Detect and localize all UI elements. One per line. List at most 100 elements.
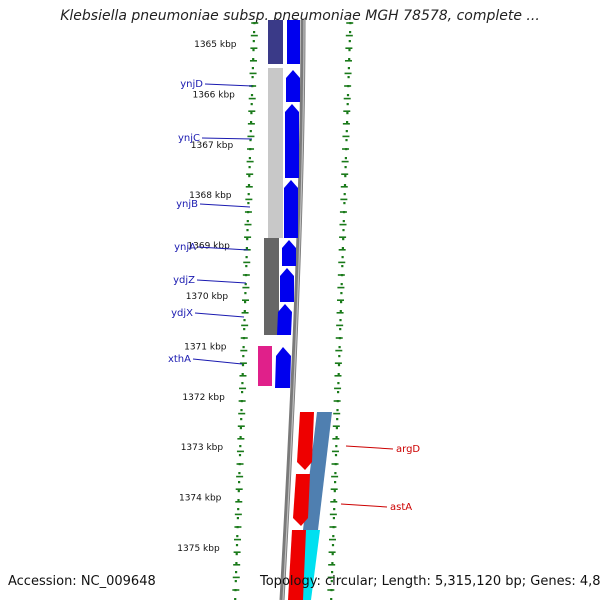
gene-arrow <box>284 180 298 238</box>
ring-dot <box>338 346 341 349</box>
tick-label: 1367 kbp <box>191 141 234 151</box>
ring-dot <box>348 58 351 61</box>
label-leader-line <box>196 279 247 284</box>
cog-block <box>264 238 279 335</box>
ring-dot <box>248 157 251 160</box>
ring-dot <box>333 499 336 502</box>
ring-dot <box>242 346 245 349</box>
ring-dot <box>237 490 240 493</box>
tick-label: 1371 kbp <box>184 342 227 352</box>
ring-dot <box>335 436 338 439</box>
accession-text: Accession: NC_009648 <box>8 574 156 589</box>
ring-dot <box>241 382 244 385</box>
ring-dot <box>341 247 344 250</box>
ring-dot <box>330 598 333 600</box>
gene-label: astA <box>390 502 412 513</box>
label-leader-line <box>199 203 251 208</box>
ring-dot <box>241 391 244 394</box>
ring-dot <box>345 139 348 142</box>
ring-dot <box>340 301 343 304</box>
ring-dot <box>346 94 350 97</box>
ring-dot <box>246 229 249 232</box>
tick-label: 1366 kbp <box>192 90 235 100</box>
ring-dot <box>332 535 335 538</box>
ring-dot <box>343 184 347 187</box>
ring-dot <box>235 562 238 565</box>
cog-block <box>303 412 332 530</box>
tick-label: 1368 kbp <box>189 191 232 201</box>
gene-arrow <box>287 20 300 64</box>
gene-label: ynjA <box>174 242 196 253</box>
label-leader-line <box>340 503 388 508</box>
ring-dot <box>253 31 256 34</box>
gene-arrow <box>285 104 299 178</box>
ring-dot <box>237 508 240 511</box>
label-leader-line <box>204 83 253 87</box>
gene-arrow <box>297 412 314 470</box>
gene-arrow <box>286 70 300 102</box>
ring-dot <box>344 157 347 160</box>
label-leader-line <box>345 445 394 450</box>
gene-label: xthA <box>168 354 191 365</box>
gene-label: ydjZ <box>173 275 195 286</box>
ring-dot <box>244 283 247 286</box>
ring-dot <box>245 247 248 250</box>
tick-label: 1365 kbp <box>194 40 237 50</box>
ring-dot <box>250 121 253 124</box>
forward-gene-labels: ynjD ynjC ynjB ynjA ydjZ ydjX xthA <box>168 79 253 365</box>
ring-dot <box>342 238 345 241</box>
ring-dot <box>252 58 255 61</box>
ring-dot <box>251 67 254 70</box>
gene-label: ynjD <box>180 79 203 90</box>
label-leader-line <box>201 137 253 140</box>
ring-dot <box>334 472 337 475</box>
ring-dot <box>331 553 334 556</box>
ring-dot <box>238 472 241 475</box>
ring-dot <box>346 121 349 124</box>
backbone-line <box>279 19 306 600</box>
label-leader-line <box>197 246 249 251</box>
ring-dot <box>235 544 239 547</box>
ring-dot <box>340 292 343 295</box>
ring-dot <box>336 418 339 421</box>
gene-label: ynjC <box>178 133 200 144</box>
ring-dot <box>236 517 239 520</box>
ring-dot <box>251 76 254 79</box>
ring-dot <box>235 571 238 574</box>
ring-dot <box>347 67 350 70</box>
gene-arrow <box>277 304 292 335</box>
ring-dot <box>334 481 337 484</box>
gene-label: argD <box>396 444 420 455</box>
label-leader-line <box>192 358 243 365</box>
genome-stats-text: Topology: circular; Length: 5,315,120 bp… <box>260 574 600 589</box>
ring-dot <box>249 139 252 142</box>
map-title: Klebsiella pneumoniae subsp. pneumoniae … <box>60 8 540 24</box>
tick-label: 1372 kbp <box>182 393 225 403</box>
cog-block <box>258 346 272 386</box>
ring-dot <box>249 130 252 133</box>
ring-dot <box>337 373 340 376</box>
ring-dot <box>234 598 237 600</box>
ring-dot <box>234 580 237 583</box>
reverse-gene-arrows <box>288 412 314 600</box>
ring-dot <box>340 283 343 286</box>
ring-dot <box>240 418 243 421</box>
forward-gene-arrows <box>275 20 300 388</box>
gene-arrow <box>280 268 294 302</box>
ring-dot <box>243 328 246 331</box>
tick-marks: 1365 kbp 1366 kbp 1367 kbp 1368 kbp 1369 kbp… <box>177 22 354 591</box>
ring-dot <box>247 202 250 205</box>
gene-arrow <box>282 240 296 266</box>
ring-dot <box>348 40 351 43</box>
ring-dot <box>250 94 254 97</box>
ring-dot <box>343 193 346 196</box>
gene-arrow <box>288 530 306 600</box>
ring-dot <box>344 166 347 169</box>
ring-dot <box>245 256 248 259</box>
ring-dot <box>238 454 242 457</box>
ring-dot <box>252 40 255 43</box>
ring-dot <box>243 310 246 313</box>
ring-dot <box>349 31 352 34</box>
ring-dot <box>235 553 238 556</box>
ring-dot <box>241 373 244 376</box>
